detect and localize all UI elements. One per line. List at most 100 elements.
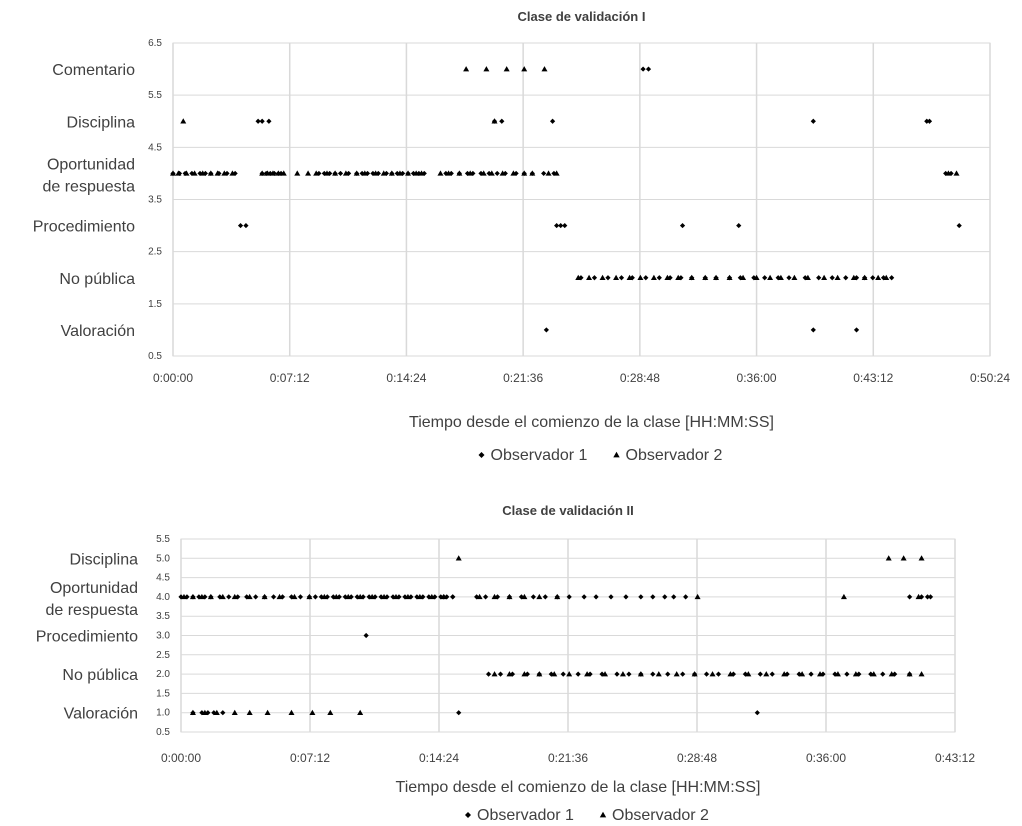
y-tick-label: 4.5 bbox=[148, 142, 162, 153]
category-label: Disciplina bbox=[67, 114, 136, 131]
data-point bbox=[510, 170, 517, 176]
category-label: Procedimiento bbox=[33, 219, 135, 236]
x-tick-label: 0:21:36 bbox=[503, 371, 543, 385]
category-label: Valoración bbox=[64, 706, 138, 723]
data-point bbox=[796, 671, 802, 677]
data-point bbox=[180, 118, 187, 124]
data-point bbox=[757, 671, 763, 677]
data-point bbox=[483, 66, 490, 72]
data-point bbox=[560, 671, 566, 677]
data-point bbox=[820, 671, 826, 677]
data-point bbox=[183, 170, 190, 176]
data-point bbox=[491, 118, 498, 124]
legend-marker-diamond bbox=[478, 452, 485, 458]
y-tick-label: 5.5 bbox=[156, 534, 170, 545]
legend-label: Observador 1 bbox=[491, 447, 588, 464]
data-point bbox=[861, 274, 868, 280]
data-point bbox=[410, 170, 417, 177]
data-point bbox=[280, 170, 287, 176]
data-point bbox=[396, 170, 403, 176]
y-tick-label: 5.5 bbox=[148, 90, 162, 101]
data-point bbox=[342, 170, 349, 176]
data-point bbox=[231, 709, 238, 715]
data-point bbox=[499, 170, 506, 176]
data-point bbox=[246, 593, 253, 600]
category-label: Disciplina bbox=[70, 551, 139, 568]
data-point bbox=[246, 709, 253, 715]
data-point bbox=[767, 274, 774, 280]
data-point bbox=[566, 594, 572, 600]
data-point bbox=[927, 594, 934, 600]
data-point bbox=[291, 593, 298, 600]
y-tick-label: 3.5 bbox=[156, 611, 170, 622]
data-point bbox=[330, 594, 336, 600]
data-point bbox=[680, 671, 686, 677]
data-point bbox=[551, 671, 558, 677]
data-point bbox=[353, 170, 360, 176]
data-point bbox=[497, 671, 504, 677]
data-point bbox=[587, 671, 593, 677]
data-point bbox=[650, 274, 657, 280]
data-point bbox=[467, 170, 474, 176]
data-point bbox=[261, 593, 268, 600]
chart-1: 0.5 1.5 2.5 3.5 4.5 5.5 6.5 0:00:00 0:07:12 0:14:… bbox=[33, 9, 1011, 464]
legend-marker-diamond bbox=[465, 812, 471, 818]
data-point bbox=[671, 594, 677, 600]
data-point bbox=[679, 222, 686, 229]
data-point bbox=[688, 274, 695, 280]
legend-marker-triangle bbox=[599, 811, 607, 818]
category-label: Comentario bbox=[52, 62, 135, 79]
data-point bbox=[844, 671, 850, 677]
data-point bbox=[506, 671, 513, 677]
data-point bbox=[769, 671, 775, 677]
data-point bbox=[703, 671, 710, 677]
chart-2: 0.5 1.0 1.5 2.0 2.5 3.0 3.5 4.0 4.5 5.0 5.5 0:00:00… bbox=[36, 503, 976, 824]
data-point bbox=[762, 275, 768, 281]
data-point bbox=[543, 327, 549, 333]
data-point bbox=[736, 222, 742, 229]
data-point bbox=[541, 170, 547, 177]
data-point bbox=[226, 594, 232, 600]
x-tick-label: 0:43:12 bbox=[935, 751, 975, 765]
data-point bbox=[918, 671, 925, 677]
data-point bbox=[259, 170, 266, 176]
data-point bbox=[275, 170, 282, 176]
data-point bbox=[715, 671, 722, 677]
data-point bbox=[626, 274, 633, 280]
data-point bbox=[259, 118, 265, 124]
data-point bbox=[953, 170, 960, 176]
data-point bbox=[840, 593, 847, 600]
data-point bbox=[918, 555, 925, 561]
data-point bbox=[727, 671, 734, 677]
data-point bbox=[554, 593, 561, 600]
data-point bbox=[907, 594, 913, 600]
x-tick-label: 0:28:48 bbox=[677, 751, 717, 765]
data-point bbox=[850, 274, 857, 280]
data-point bbox=[404, 593, 411, 600]
data-point bbox=[450, 594, 456, 600]
data-point bbox=[566, 671, 573, 677]
data-point bbox=[363, 632, 369, 639]
data-point bbox=[754, 710, 760, 716]
data-point bbox=[791, 274, 798, 280]
legend-label: Observador 2 bbox=[626, 447, 723, 464]
data-point bbox=[390, 594, 396, 600]
data-point bbox=[702, 274, 709, 280]
data-point bbox=[191, 170, 198, 176]
data-point bbox=[444, 594, 450, 600]
data-point bbox=[321, 593, 328, 600]
data-point bbox=[665, 671, 671, 677]
data-point bbox=[650, 594, 656, 600]
data-point bbox=[638, 594, 644, 600]
data-point bbox=[437, 170, 444, 176]
data-point bbox=[730, 671, 737, 677]
data-point bbox=[199, 170, 206, 176]
data-point bbox=[524, 671, 530, 677]
legend-marker-triangle bbox=[613, 451, 620, 458]
data-point bbox=[614, 671, 620, 677]
data-point bbox=[637, 671, 644, 677]
data-point bbox=[875, 274, 882, 280]
data-point bbox=[645, 66, 652, 72]
x-tick-label: 0:28:48 bbox=[620, 371, 660, 385]
data-point bbox=[521, 170, 528, 176]
